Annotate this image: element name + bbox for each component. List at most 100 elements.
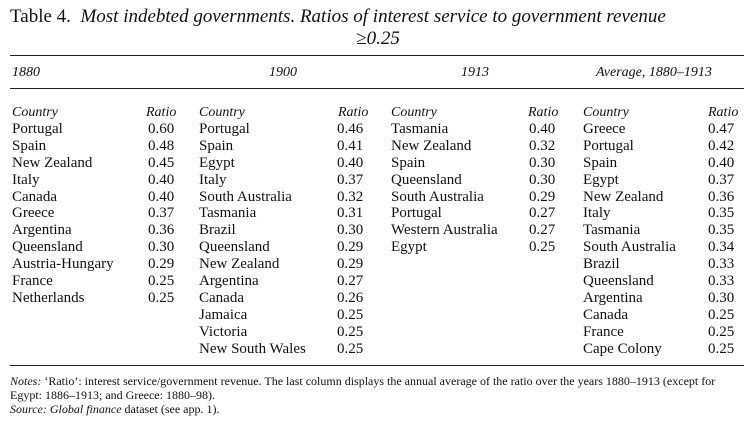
- country-cell: Tasmania: [583, 222, 641, 239]
- ratio-cell: 0.25: [337, 323, 364, 340]
- ratio-cell: 0.25: [337, 306, 364, 323]
- country-cell: France: [12, 273, 53, 290]
- country-cell: New Zealand: [199, 256, 280, 273]
- ratio-cell: 0.33: [708, 256, 735, 273]
- ratio-cell: 0.35: [708, 222, 735, 239]
- country-cell: New South Wales: [199, 340, 306, 357]
- country-cell: Victoria: [199, 323, 248, 340]
- ratio-cell: 0.27: [529, 205, 556, 222]
- col-country-1880: Country: [12, 105, 58, 120]
- country-cell: South Australia: [199, 188, 292, 205]
- country-cell: Queensland: [583, 273, 654, 290]
- country-cell: Portugal: [583, 137, 634, 154]
- country-cell: Argentina: [12, 222, 72, 239]
- ratio-cell: 0.40: [708, 154, 735, 171]
- notes-label: Notes:: [10, 374, 42, 388]
- country-cell: Tasmania: [199, 205, 257, 222]
- country-cell: Cape Colony: [583, 340, 662, 357]
- period-1900: 1900: [269, 65, 297, 80]
- ratio-cell: 0.36: [708, 188, 735, 205]
- notes-text: ‘Ratio’: interest service/government rev…: [10, 374, 716, 402]
- source-text: dataset (see app. 1).: [124, 402, 220, 416]
- source-title: Global finance: [49, 402, 122, 416]
- ratio-cell: 0.37: [148, 205, 175, 222]
- ratio-cell: 0.47: [708, 121, 735, 137]
- country-cell: New Zealand: [12, 154, 93, 171]
- source-label: Source:: [10, 402, 47, 416]
- ratio-cell: 0.31: [337, 205, 364, 222]
- ratio-cell: 0.26: [337, 289, 364, 306]
- period-1913: 1913: [461, 65, 489, 80]
- country-cell: Brazil: [583, 256, 620, 273]
- country-cell: South Australia: [583, 239, 676, 256]
- country-cell: Tasmania: [391, 121, 449, 137]
- country-cell: Austria-Hungary: [12, 256, 114, 273]
- ratio-cell: 0.35: [708, 205, 735, 222]
- ratio-cell: 0.60: [148, 121, 175, 137]
- ratio-cell: 0.30: [148, 239, 175, 256]
- country-cell: Brazil: [199, 222, 236, 239]
- country-cell: Spain: [391, 154, 426, 171]
- ratio-cell: 0.27: [529, 222, 556, 239]
- col-ratio-1880: Ratio: [146, 105, 177, 120]
- bottom-rule: [10, 365, 744, 366]
- country-cell: Portugal: [391, 205, 442, 222]
- country-cell: Spain: [199, 137, 234, 154]
- ratio-cell: 0.40: [529, 121, 556, 137]
- header-rule: [10, 88, 744, 89]
- ratio-cell: 0.25: [708, 306, 735, 323]
- table-title-line2: ≥0.25: [356, 28, 400, 49]
- ratio-cell: 0.29: [529, 188, 556, 205]
- ratio-cell: 0.32: [337, 188, 364, 205]
- ratio-cell: 0.25: [148, 273, 175, 290]
- col-country-1900: Country: [199, 105, 245, 120]
- country-cell: Argentina: [199, 273, 259, 290]
- ratio-cell: 0.32: [529, 137, 556, 154]
- country-cell: Canada: [583, 306, 628, 323]
- ratio-cell: 0.33: [708, 273, 735, 290]
- country-cell: South Australia: [391, 188, 484, 205]
- top-rule: [10, 55, 744, 56]
- col-country-1913: Country: [391, 105, 437, 120]
- country-cell: Portugal: [12, 121, 63, 137]
- country-cell: Egypt: [583, 171, 619, 188]
- country-cell: Portugal: [199, 121, 250, 137]
- ratio-cell: 0.25: [148, 289, 175, 306]
- ratio-cell: 0.40: [148, 171, 175, 188]
- country-cell: Queensland: [12, 239, 83, 256]
- col-country-average: Country: [583, 105, 629, 120]
- ratio-cell: 0.25: [708, 323, 735, 340]
- ratio-cell: 0.30: [337, 222, 364, 239]
- ratio-cell: 0.29: [337, 256, 364, 273]
- country-cell: Egypt: [199, 154, 235, 171]
- ratio-cell: 0.46: [337, 121, 364, 137]
- table-title-line1: Most indebted governments. Ratios of int…: [80, 6, 666, 27]
- ratio-cell: 0.34: [708, 239, 735, 256]
- country-cell: Egypt: [391, 239, 427, 256]
- ratio-cell: 0.42: [708, 137, 735, 154]
- ratio-cell: 0.25: [708, 340, 735, 357]
- country-cell: New Zealand: [391, 137, 472, 154]
- country-cell: France: [583, 323, 624, 340]
- country-cell: New Zealand: [583, 188, 664, 205]
- table-notes: Notes: ‘Ratio’: interest service/governm…: [10, 374, 746, 416]
- country-cell: Queensland: [199, 239, 270, 256]
- country-cell: Greece: [583, 121, 626, 137]
- ratio-cell: 0.40: [148, 188, 175, 205]
- country-cell: Jamaica: [199, 306, 248, 323]
- country-cell: Spain: [583, 154, 618, 171]
- ratio-cell: 0.37: [337, 171, 364, 188]
- ratio-cell: 0.30: [529, 154, 556, 171]
- country-cell: Queensland: [391, 171, 462, 188]
- period-1880: 1880: [12, 65, 40, 80]
- country-cell: Italy: [199, 171, 227, 188]
- ratio-cell: 0.45: [148, 154, 175, 171]
- col-ratio-average: Ratio: [708, 105, 739, 120]
- ratio-cell: 0.29: [337, 239, 364, 256]
- ratio-cell: 0.29: [148, 256, 175, 273]
- ratio-cell: 0.41: [337, 137, 364, 154]
- table-title: Table 4. Most indebted governments. Rati…: [10, 6, 746, 50]
- country-cell: Argentina: [583, 289, 643, 306]
- country-cell: Canada: [12, 188, 57, 205]
- ratio-cell: 0.27: [337, 273, 364, 290]
